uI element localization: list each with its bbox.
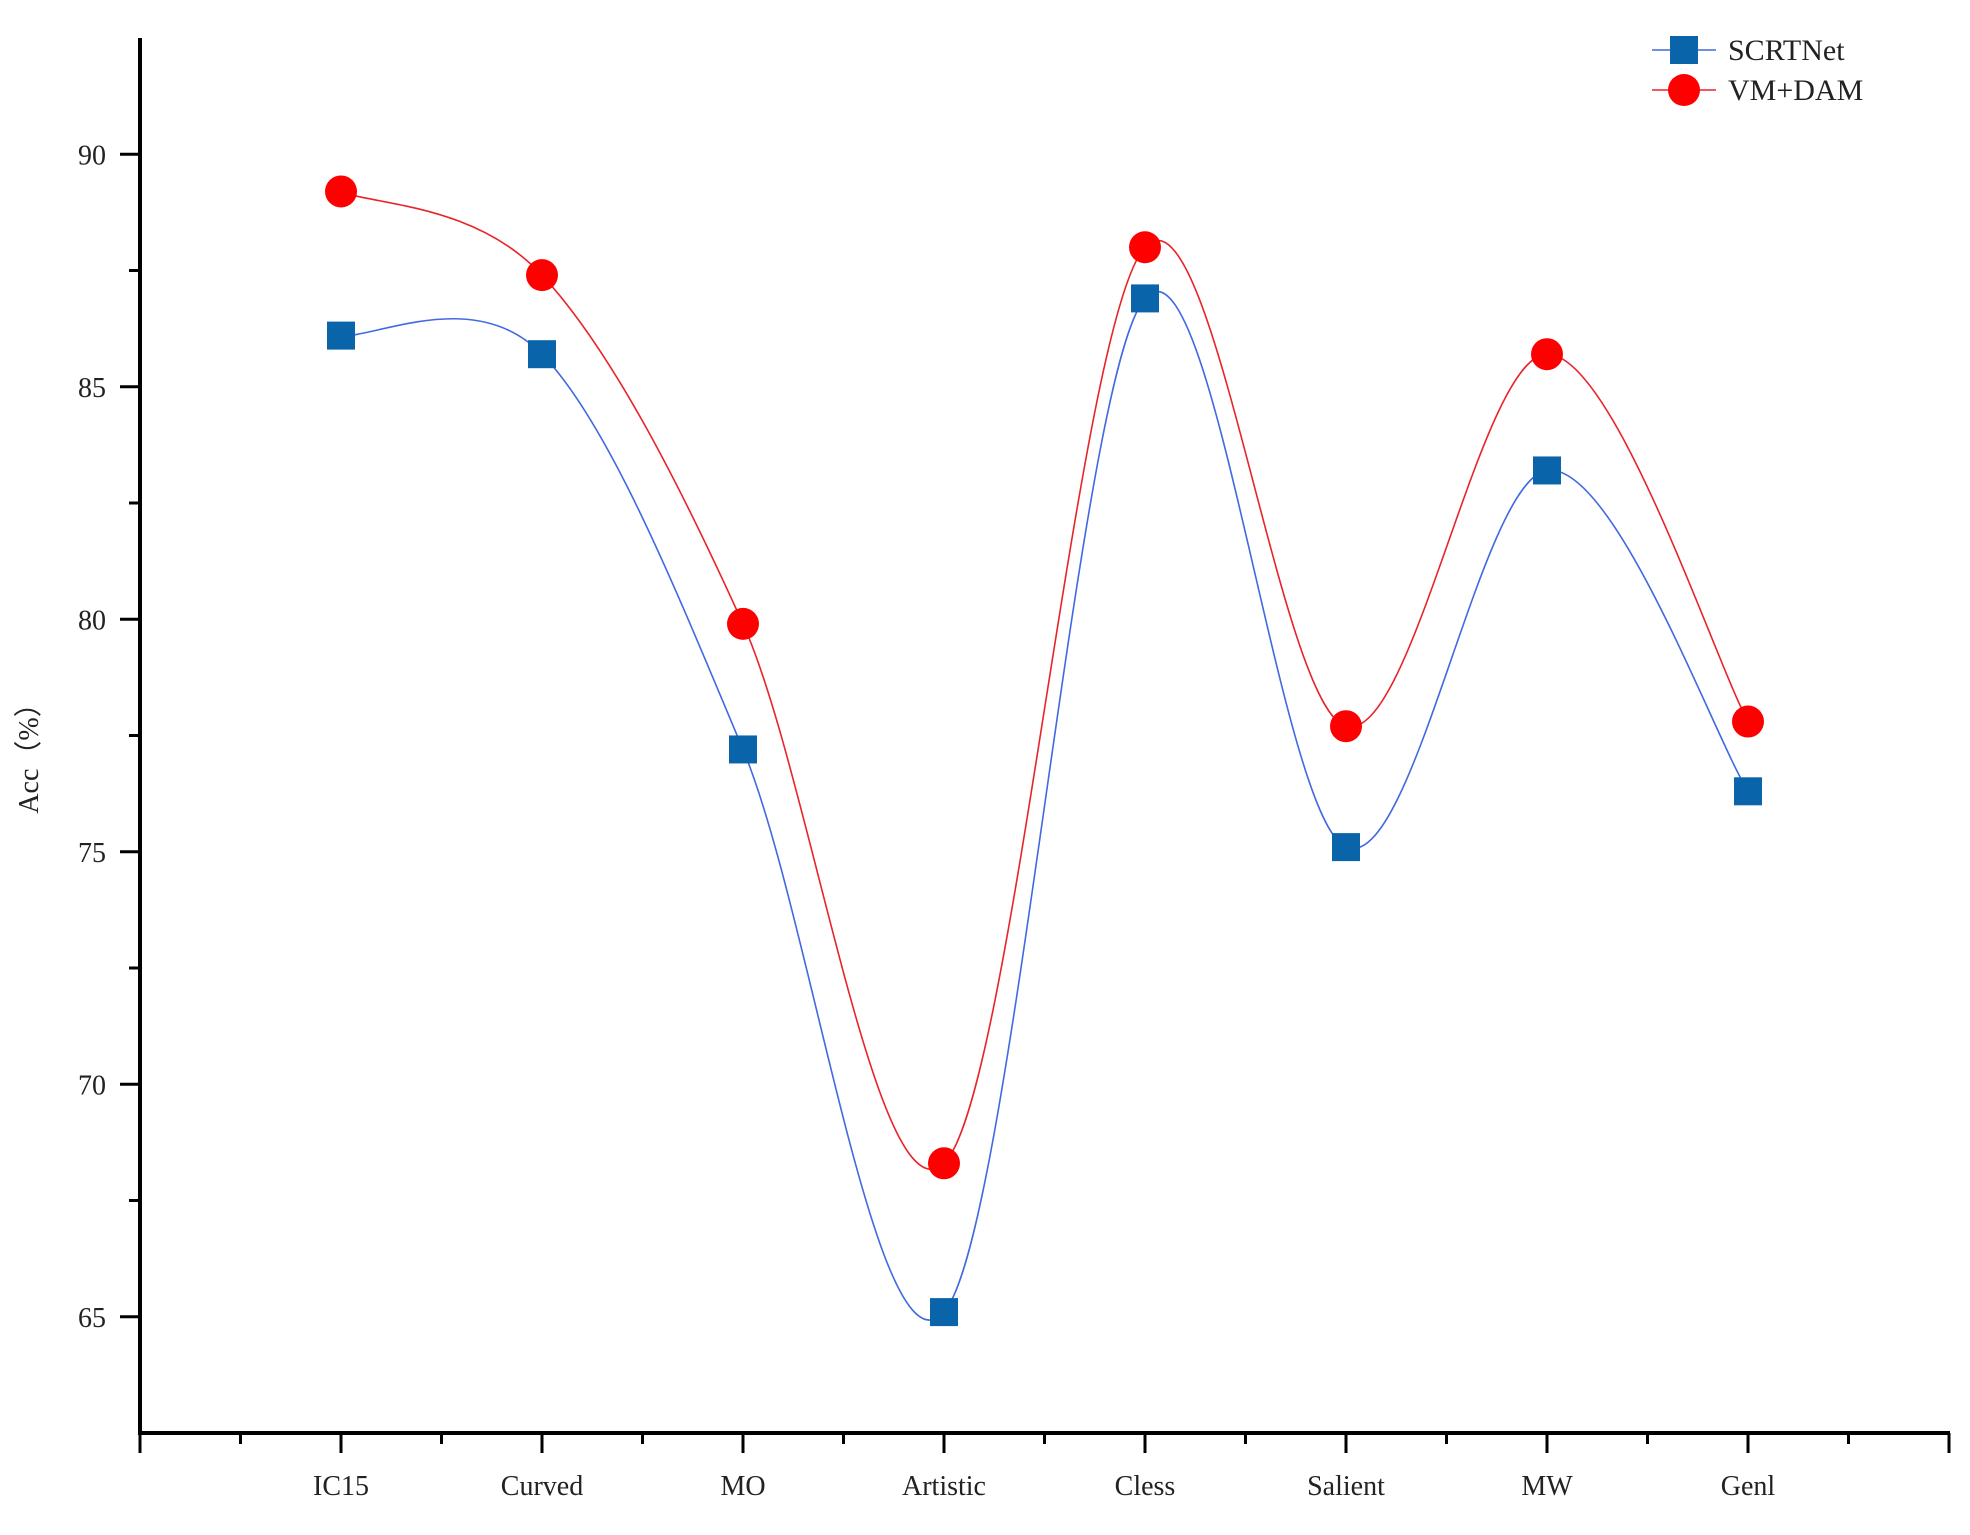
data-point (1129, 231, 1161, 264)
data-point (1734, 777, 1762, 806)
data-point (327, 321, 355, 350)
x-tick-label: Artistic (902, 1471, 986, 1502)
y-tick-label: 75 (78, 838, 106, 869)
x-tick-label: MO (720, 1471, 765, 1502)
legend-label: VM+DAM (1728, 74, 1863, 107)
data-point (1332, 833, 1360, 862)
data-point (1533, 456, 1561, 485)
x-tick-label: Curved (501, 1471, 583, 1502)
data-point (928, 1147, 960, 1180)
data-point (727, 607, 759, 640)
legend-label: SCRTNet (1728, 34, 1845, 67)
y-axis-ticks: 65 70 75 80 85 90 (78, 140, 140, 1334)
data-point (729, 735, 757, 764)
data-point (325, 175, 357, 208)
x-tick-label: Salient (1307, 1471, 1385, 1502)
x-axis-ticks: IC15 Curved MO Artistic Cless Salient MW Genl (138, 1433, 1951, 1502)
series-vm-dam (325, 175, 1764, 1180)
axes (138, 38, 1950, 1435)
legend-item: VM+DAM (1652, 74, 1863, 107)
series-line (340, 190, 1749, 1170)
data-point (1131, 284, 1159, 313)
x-tick-label: IC15 (313, 1471, 369, 1502)
data-point (1330, 710, 1362, 743)
y-tick-label: 90 (78, 140, 106, 171)
data-point (1531, 338, 1563, 371)
x-tick-label: Genl (1721, 1471, 1776, 1502)
legend-item: SCRTNet (1652, 34, 1845, 67)
y-axis-title: Acc（%） (13, 689, 45, 813)
data-point (528, 340, 556, 369)
legend-marker (1668, 74, 1700, 106)
series-scrtnet (327, 284, 1762, 1327)
y-tick-label: 70 (78, 1070, 106, 1101)
y-tick-label: 85 (78, 373, 106, 404)
x-tick-label: MW (1521, 1471, 1573, 1502)
x-tick-label: Cless (1115, 1471, 1176, 1502)
legend: SCRTNet VM+DAM (1652, 34, 1863, 107)
series-line (340, 290, 1749, 1321)
y-tick-label: 65 (78, 1303, 106, 1334)
legend-marker (1670, 36, 1698, 64)
data-point (526, 259, 558, 292)
data-point (1732, 705, 1764, 738)
y-tick-label: 80 (78, 605, 106, 636)
data-point (930, 1298, 958, 1327)
series-layer (325, 175, 1764, 1327)
